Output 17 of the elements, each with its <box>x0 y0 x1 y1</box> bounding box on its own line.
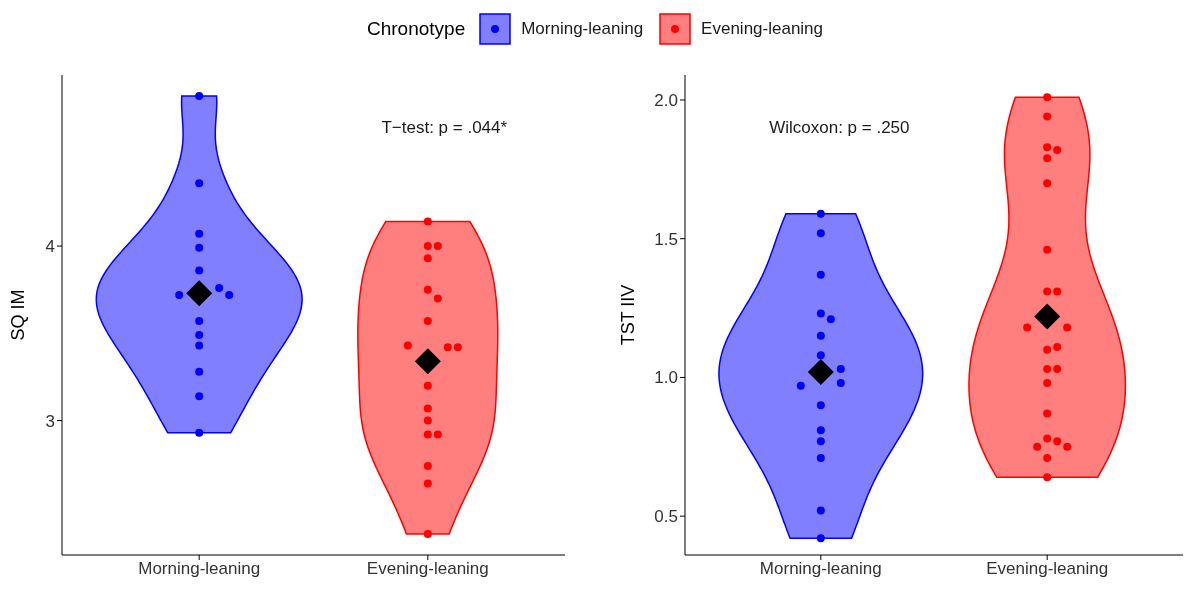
annotation: T−test: p = .044* <box>381 117 508 137</box>
y-axis-title: SQ IM <box>8 289 29 341</box>
legend-title: Chronotype <box>366 18 466 40</box>
y-tick-label: 0.5 <box>654 507 678 527</box>
y-tick-label: 4 <box>45 237 55 257</box>
x-tick-label: Morning-leaning <box>759 559 882 579</box>
y-tick-label: 3 <box>45 411 55 431</box>
x-tick-label: Evening-leaning <box>986 559 1109 579</box>
y-tick-label: 1.5 <box>654 229 678 249</box>
y-tick-label: 1.0 <box>654 368 678 388</box>
x-tick-label: Morning-leaning <box>138 559 261 579</box>
y-axis-title: TST IIV <box>618 284 639 346</box>
annotation: Wilcoxon: p = .250 <box>769 117 910 137</box>
y-tick-label: 2.0 <box>654 91 678 111</box>
x-tick-label: Evening-leaning <box>366 559 489 579</box>
legend-label: Morning-leaning <box>521 19 644 39</box>
legend-label: Evening-leaning <box>701 19 824 39</box>
